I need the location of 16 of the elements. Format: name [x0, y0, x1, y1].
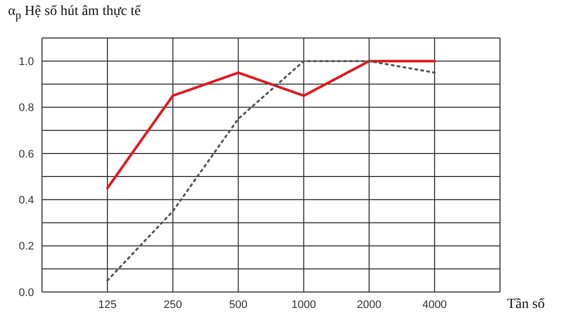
y-tick-label: 0.0 [18, 286, 34, 299]
y-tick-label: 0.2 [18, 240, 34, 253]
y-tick-label: 1.0 [18, 56, 34, 68]
line-series [106, 60, 436, 282]
x-tick-label: 2000 [356, 298, 382, 311]
x-tick-label: 1000 [291, 298, 316, 311]
x-tick-label: 4000 [422, 298, 447, 311]
x-axis-title: Tần số [507, 297, 545, 313]
x-tick-label: 500 [229, 298, 248, 311]
x-tick-label: 125 [98, 298, 117, 311]
y-axis-title: α$_{p}$ Hệ số hút âm thực tế [8, 4, 141, 22]
line-series [106, 60, 436, 190]
y-tick-label: 0.6 [18, 148, 34, 160]
x-tick-label: 250 [164, 298, 182, 311]
y-tick-label: 0.4 [18, 194, 34, 207]
y-tick-label: 0.8 [18, 102, 34, 114]
